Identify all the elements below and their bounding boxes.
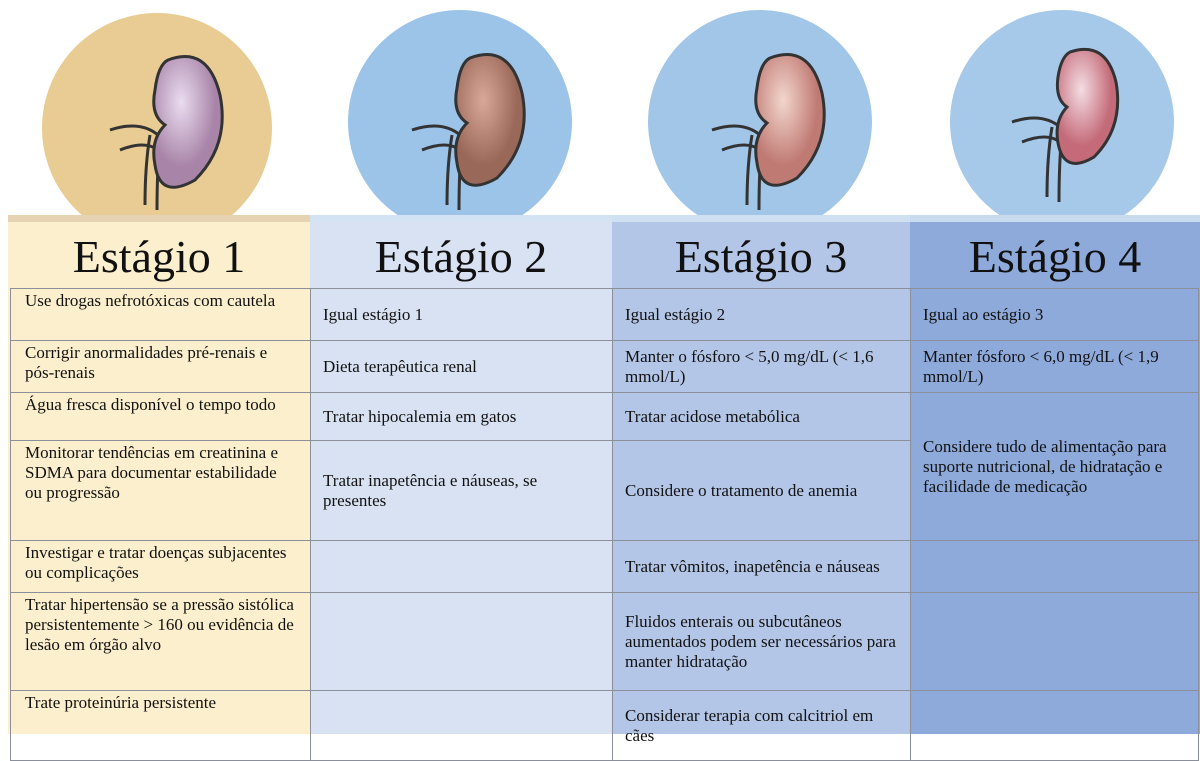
stage-title: Estágio 1 — [72, 231, 246, 282]
column-bg — [310, 222, 612, 734]
empty-cell — [910, 690, 1199, 761]
kidney-illustrations — [42, 10, 1174, 215]
stage-title: Estágio 3 — [674, 231, 848, 282]
empty-cell — [910, 540, 1199, 593]
column-bg — [910, 222, 1200, 734]
table-cell: Monitorar tendências em creatinina e SDM… — [10, 440, 311, 541]
table-cell: Dieta terapêutica renal — [310, 340, 613, 393]
divider-strip — [8, 215, 310, 222]
table-cell: Considerar terapia com calcitriol em cãe… — [612, 690, 911, 761]
stage-title: Estágio 2 — [374, 231, 548, 282]
table-cell: Considere tudo de alimentação para supor… — [910, 392, 1199, 541]
table-cell: Tratar hipocalemia em gatos — [310, 392, 613, 441]
table-cell: Tratar inapetência e náuseas, se present… — [310, 440, 613, 541]
divider-strip — [310, 215, 612, 222]
table-cell: Fluidos enterais ou subcutâneos aumentad… — [612, 592, 911, 691]
empty-cell — [310, 540, 613, 593]
empty-cell — [310, 690, 613, 761]
table-cell: Considere o tratamento de anemia — [612, 440, 911, 541]
table-cell: Investigar e tratar doenças subjacentes … — [10, 540, 311, 593]
table-cell: Igual estágio 2 — [612, 288, 911, 341]
table-cell: Tratar hipertensão se a pressão sistólic… — [10, 592, 311, 691]
table-cell: Igual estágio 1 — [310, 288, 613, 341]
divider-strip — [910, 215, 1200, 222]
table-cell: Água fresca disponível o tempo todo — [10, 392, 311, 441]
divider-strip — [612, 215, 910, 222]
table-cell: Tratar acidose metabólica — [612, 392, 911, 441]
column-bg — [8, 222, 310, 734]
column-bg — [612, 222, 910, 734]
page: Estágio 1 Use drogas nefrotóxicas com cau… — [8, 10, 1200, 761]
empty-cell — [910, 592, 1199, 691]
table-cell: Trate proteinúria persistente — [10, 690, 311, 761]
empty-cell — [310, 592, 613, 691]
table-cell: Corrigir anormalidades pré-renais e pós-… — [10, 340, 311, 393]
table-cell: Igual ao estágio 3 — [910, 288, 1199, 341]
table-cell: Manter fósforo < 6,0 mg/dL (< 1,9 mmol/L… — [910, 340, 1199, 393]
table-cell: Tratar vômitos, inapetência e náuseas — [612, 540, 911, 593]
table-cell: Manter o fósforo < 5,0 mg/dL (< 1,6 mmol… — [612, 340, 911, 393]
table-cell: Use drogas nefrotóxicas com cautela — [10, 288, 311, 341]
stage-title: Estágio 4 — [968, 231, 1142, 282]
